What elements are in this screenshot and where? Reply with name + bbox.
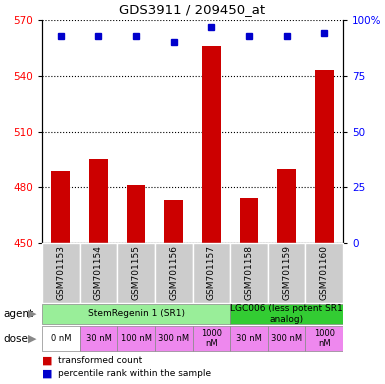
Bar <box>42 243 80 303</box>
Text: 1000
nM: 1000 nM <box>314 329 335 348</box>
Bar <box>305 326 343 351</box>
Bar <box>268 243 305 303</box>
Text: GSM701159: GSM701159 <box>282 245 291 301</box>
Bar <box>117 243 155 303</box>
Text: GSM701160: GSM701160 <box>320 245 329 301</box>
Bar <box>52 170 70 243</box>
Bar <box>230 304 343 324</box>
Bar <box>42 304 230 324</box>
Text: ■: ■ <box>42 369 52 379</box>
Bar <box>239 199 258 243</box>
Bar <box>192 243 230 303</box>
Text: 30 nM: 30 nM <box>85 334 111 343</box>
Bar <box>155 326 192 351</box>
Text: percentile rank within the sample: percentile rank within the sample <box>58 369 211 378</box>
Text: GSM701153: GSM701153 <box>56 245 65 301</box>
Text: 300 nM: 300 nM <box>158 334 189 343</box>
Bar <box>230 326 268 351</box>
Text: ▶: ▶ <box>28 309 36 319</box>
Text: agent: agent <box>4 309 34 319</box>
Text: dose: dose <box>4 333 29 344</box>
Bar <box>117 326 155 351</box>
Text: 0 nM: 0 nM <box>50 334 71 343</box>
Bar <box>164 200 183 243</box>
Bar <box>230 243 268 303</box>
Bar <box>89 159 108 243</box>
Text: GSM701156: GSM701156 <box>169 245 178 301</box>
Bar <box>277 169 296 243</box>
Text: transformed count: transformed count <box>58 356 142 366</box>
Text: GSM701158: GSM701158 <box>244 245 253 301</box>
Bar <box>155 243 192 303</box>
Text: GDS3911 / 209450_at: GDS3911 / 209450_at <box>119 3 266 17</box>
Text: ■: ■ <box>42 356 52 366</box>
Text: GSM701155: GSM701155 <box>132 245 141 301</box>
Text: 1000
nM: 1000 nM <box>201 329 222 348</box>
Text: 100 nM: 100 nM <box>121 334 152 343</box>
Bar <box>42 326 80 351</box>
Bar <box>127 185 146 243</box>
Text: StemRegenin 1 (SR1): StemRegenin 1 (SR1) <box>87 310 184 318</box>
Bar <box>80 326 117 351</box>
Text: GSM701157: GSM701157 <box>207 245 216 301</box>
Bar <box>305 243 343 303</box>
Text: LGC006 (less potent SR1
analog): LGC006 (less potent SR1 analog) <box>230 304 343 324</box>
Text: GSM701154: GSM701154 <box>94 245 103 300</box>
Bar <box>202 46 221 243</box>
Bar <box>315 70 333 243</box>
Text: 30 nM: 30 nM <box>236 334 262 343</box>
Text: ▶: ▶ <box>28 333 36 344</box>
Bar <box>80 243 117 303</box>
Bar <box>268 326 305 351</box>
Bar <box>192 326 230 351</box>
Text: 300 nM: 300 nM <box>271 334 302 343</box>
